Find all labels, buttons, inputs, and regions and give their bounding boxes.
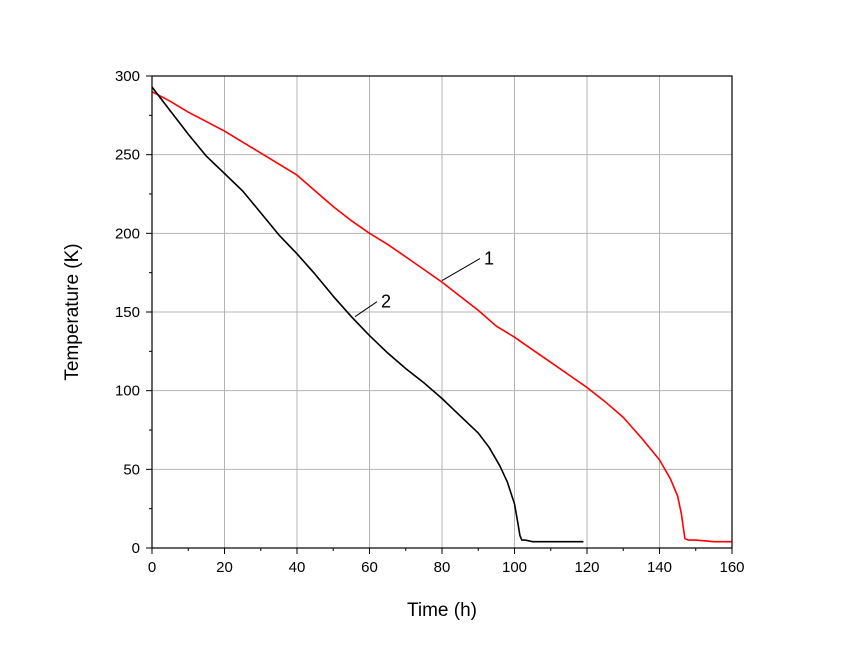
y-axis-title: Temperature (K) (62, 243, 83, 380)
curve-label: 1 (484, 249, 494, 269)
x-tick-label: 100 (502, 559, 527, 576)
y-tick-label: 300 (115, 68, 140, 85)
annotation-leader (354, 301, 378, 318)
series-line-1 (151, 90, 732, 543)
x-tick-label: 120 (574, 559, 599, 576)
y-tick-label: 100 (115, 383, 140, 400)
y-tick-label: 200 (115, 225, 140, 242)
ticks: 0 20 40 60 80 100 120 140 160 0 50 100 150 200 250 300 (115, 68, 745, 576)
x-tick-label: 80 (434, 559, 451, 576)
x-tick-label: 20 (216, 559, 233, 576)
y-tick-label: 250 (115, 147, 140, 164)
x-axis-title: Time (h) (407, 600, 477, 621)
y-tick-label: 150 (115, 304, 140, 321)
series-line-2 (151, 86, 584, 543)
x-tick-label: 60 (361, 559, 378, 576)
curve-label: 2 (381, 292, 391, 312)
x-tick-label: 140 (647, 559, 672, 576)
x-tick-label: 0 (148, 559, 156, 576)
annotations: 12 (354, 249, 494, 318)
y-tick-label: 0 (132, 540, 140, 557)
series-group (151, 86, 732, 543)
x-tick-label: 160 (719, 559, 744, 576)
y-tick-label: 50 (123, 461, 140, 478)
x-tick-label: 40 (289, 559, 306, 576)
annotation-leader (441, 258, 481, 281)
grid (151, 75, 733, 549)
